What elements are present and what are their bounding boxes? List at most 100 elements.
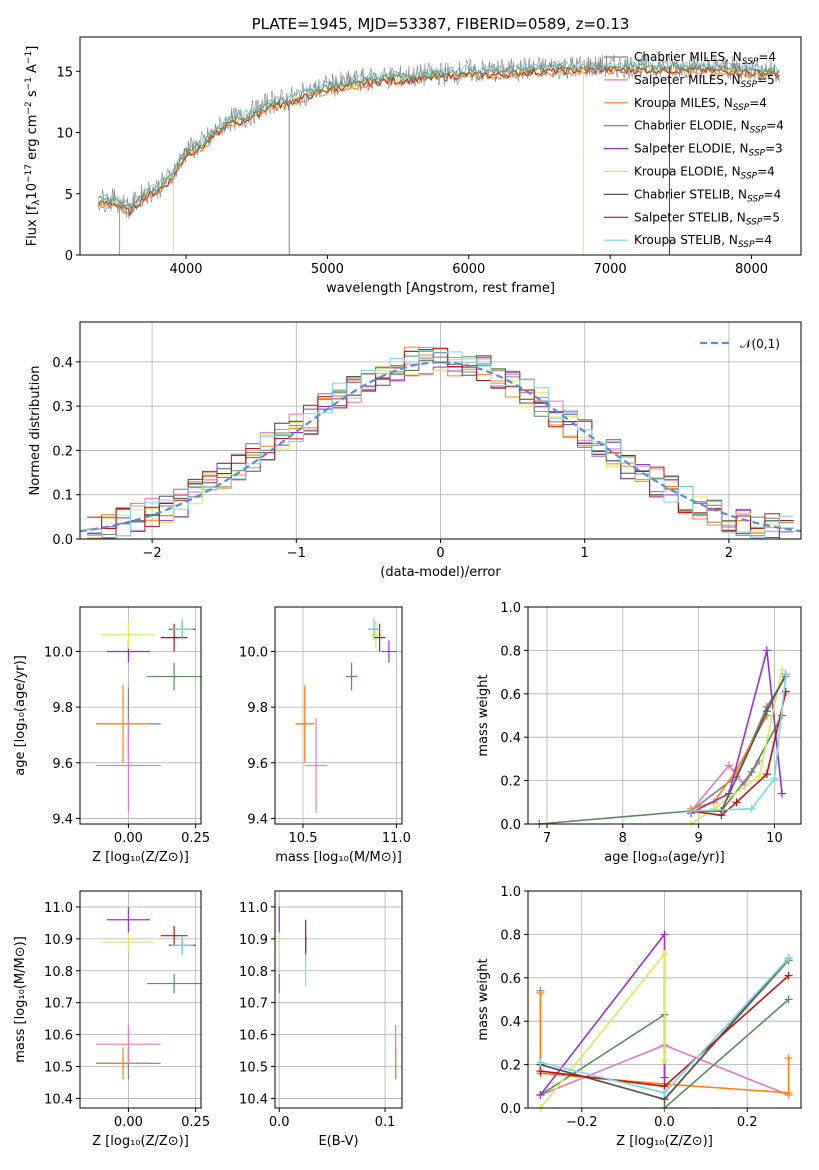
legend-n: N: [737, 210, 746, 224]
y-tick-label: 0.2: [500, 1059, 521, 1074]
line-kroupa_stelib: [690, 674, 787, 812]
histograms: [80, 346, 801, 539]
x-tick-label: 0.0: [654, 1115, 675, 1130]
x-tick-label: 0: [436, 546, 444, 561]
legend-entry: 𝒩(0,1): [740, 337, 780, 351]
y-label-part: erg cm: [25, 115, 40, 164]
spectrum-chabrier_elodie: [98, 61, 780, 211]
legend-eq: =: [757, 165, 767, 179]
y-tick-label: 9.6: [52, 757, 73, 772]
y-tick-label: 1.0: [500, 601, 521, 616]
histogram-kroupa_stelib: [87, 349, 794, 539]
y-tick-label: 0.8: [500, 928, 521, 943]
y-label-part: Flux [f: [25, 205, 40, 246]
y-tick-label: 0.4: [500, 731, 521, 746]
legend-value: 5: [767, 73, 775, 87]
axes-frame: [79, 606, 202, 825]
y-tick-label: 0.6: [500, 972, 521, 987]
legend-entry: Kroupa STELIB, NSSP=4: [634, 233, 772, 250]
x-tick-label: 4000: [169, 262, 202, 277]
y-tick-label: 11.0: [44, 901, 73, 916]
legend-value: 4: [774, 187, 782, 201]
x-tick-label: 0.1: [375, 1115, 396, 1130]
x-tick-label: 0.00: [114, 1115, 143, 1130]
y-label-part: −1: [24, 51, 34, 64]
legend-value: 4: [765, 233, 773, 247]
y-tick-label: 9.4: [247, 812, 268, 827]
x-tick-label: 0.25: [181, 1115, 210, 1130]
legend-eq: =: [764, 187, 774, 201]
legend-sep: ,: [729, 210, 737, 224]
legend-value: 4: [768, 50, 776, 64]
legend-entry: Salpeter MILES, NSSP=5: [634, 73, 775, 90]
legend-sub: SSP: [738, 240, 755, 250]
y-tick-label: 0.2: [500, 775, 521, 790]
legend-name: Chabrier MILES: [634, 50, 725, 64]
legend-sub: SSP: [750, 126, 767, 136]
y-tick-label: 10.9: [239, 933, 268, 948]
x-tick-label: 7000: [594, 262, 627, 277]
legend-name: Chabrier ELODIE: [634, 119, 733, 133]
y-tick-label: 0.0: [500, 1102, 521, 1117]
y-tick-label: 10.4: [44, 1092, 73, 1107]
legend-sep: ,: [733, 119, 741, 133]
chart-7: −0.2 0.0 0.2 0.0 0.2 0.4 0.6 0.8 1.0 Z [log₁₀(Z/Z…: [476, 885, 802, 1149]
points: [295, 618, 397, 813]
y-tick-label: 0.0: [52, 533, 73, 548]
y-tick-label: 10.6: [44, 1029, 73, 1044]
legend-name: Kroupa ELODIE: [634, 165, 724, 179]
x-tick-label: 1: [581, 546, 589, 561]
axes-frame: [274, 890, 403, 1109]
y-tick-label: 11.0: [239, 901, 268, 916]
y-label-part: A: [25, 64, 40, 77]
legend-sub: SSP: [733, 103, 750, 113]
histogram-salpeter_elodie: [87, 356, 794, 539]
x-axis-label: wavelength [Angstrom, rest frame]: [326, 281, 555, 296]
y-axis-label: mass weight: [476, 674, 491, 756]
x-axis-label: Z [log₁₀(Z/Z⊙)]: [92, 1134, 189, 1149]
y-tick-label: 0.8: [500, 644, 521, 659]
legend-sep: ,: [724, 73, 732, 87]
y-tick-label: 9.8: [247, 701, 268, 716]
legend-name: Chabrier STELIB: [634, 187, 730, 201]
y-tick-label: 10.8: [239, 965, 268, 980]
legend-value: 3: [775, 142, 783, 156]
x-tick-label: 7: [543, 831, 551, 846]
legend-entry: Kroupa MILES, NSSP=4: [634, 96, 767, 113]
histogram-salpeter_miles: [87, 347, 794, 539]
axes-frame: [527, 890, 802, 1109]
x-axis-label: (data-model)/error: [380, 565, 501, 580]
y-axis-label: mass weight: [476, 958, 491, 1040]
x-axis-label: Z [log₁₀(Z/Z⊙)]: [92, 850, 189, 865]
x-tick-label: 0.00: [114, 831, 143, 846]
y-tick-label: 10.7: [44, 997, 73, 1012]
legend-sep: ,: [725, 50, 733, 64]
x-tick-label: 8000: [735, 262, 768, 277]
legend-n: N: [724, 96, 733, 110]
legend-name: Salpeter ELODIE: [634, 142, 732, 156]
x-tick-label: 5000: [311, 262, 344, 277]
axes-frame: [79, 36, 802, 256]
y-tick-label: 10.0: [44, 646, 73, 661]
legend-name: Kroupa MILES: [634, 96, 716, 110]
legend-entry: Chabrier MILES, NSSP=4: [634, 50, 776, 67]
y-axis-label: Flux [fλ10−17 erg cm−2 s−1 A−1]: [24, 46, 42, 247]
y-tick-label: 10.0: [239, 646, 268, 661]
x-tick-label: 0.2: [737, 1115, 758, 1130]
legend-name: Salpeter MILES: [634, 73, 724, 87]
x-tick-label: 6000: [452, 262, 485, 277]
y-tick-label: 10.5: [239, 1061, 268, 1076]
y-label-part: −17: [24, 164, 34, 183]
legend-eq: =: [758, 50, 768, 64]
y-axis-label: mass [log₁₀(M/M⊙)]: [13, 936, 28, 1063]
y-tick-label: 0.0: [500, 818, 521, 833]
legend-value: 5: [772, 210, 780, 224]
series: [535, 646, 790, 828]
y-axis-label: age [log₁₀(age/yr)]: [13, 655, 28, 776]
y-tick-label: 10.8: [44, 965, 73, 980]
legend-eq: =: [749, 96, 759, 110]
legend-eq: =: [754, 233, 764, 247]
legend-sub: SSP: [741, 80, 758, 90]
